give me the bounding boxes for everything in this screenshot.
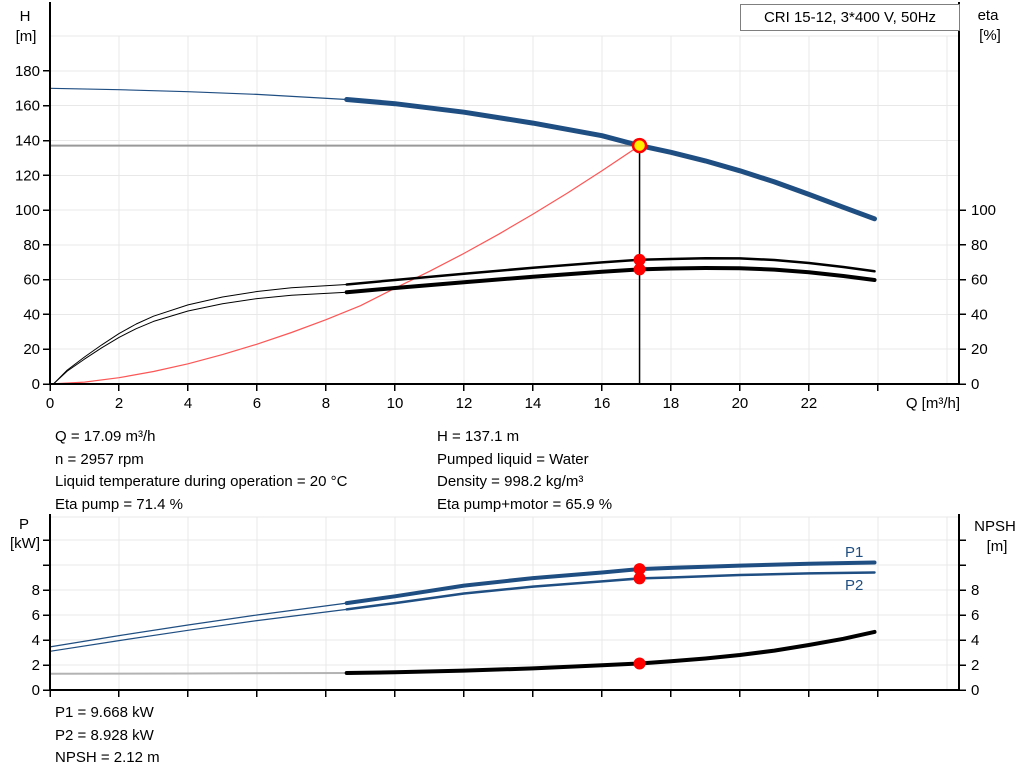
h-axis-title: H [m] [16,8,37,45]
svg-text:0: 0 [32,376,40,393]
svg-text:40: 40 [971,306,988,323]
svg-text:eta: eta [978,7,1000,24]
head-value: H = 137.1 m [437,428,520,445]
svg-text:P: P [19,516,29,533]
q-axis-label: Q [m³/h] [906,395,960,412]
svg-text:60: 60 [23,272,40,289]
p2-curve-thin [49,608,348,652]
svg-text:6: 6 [253,395,261,412]
svg-text:[m]: [m] [16,28,37,45]
npsh-value: NPSH = 2.12 m [55,749,160,766]
eta-pump-point [633,253,646,266]
eta-pump-motor-curve [344,266,877,295]
svg-text:4: 4 [32,632,40,649]
p2-value: P2 = 8.928 kW [55,726,154,744]
operating-point [631,137,648,154]
svg-text:[m]: [m] [987,538,1008,555]
svg-text:H: H [20,8,31,25]
svg-text:4: 4 [184,395,192,412]
svg-text:8: 8 [971,582,979,599]
svg-text:10: 10 [387,395,404,412]
svg-text:80: 80 [971,237,988,254]
svg-text:[kW]: [kW] [10,535,40,552]
svg-text:100: 100 [971,202,996,219]
npsh-point [633,657,646,670]
tick-marks [43,70,966,391]
svg-text:80: 80 [23,237,40,254]
svg-text:14: 14 [525,395,542,412]
pump-model-title: CRI 15-12, 3*400 V, 50Hz [740,4,960,31]
gridlines [50,516,959,690]
p1-value: P1 = 9.668 kW [55,704,154,721]
svg-text:[%]: [%] [979,27,1001,44]
flow-value: Q = 17.09 m³/h [55,428,156,445]
speed-value: n = 2957 rpm [55,450,144,468]
eta-pump-curve [345,257,876,286]
p1-curve-label: P1 [845,544,863,561]
power-npsh-chart: 0 2 4 6 8 0 2 4 6 8 P [kW] NPSH [m] P1 P2 [10,514,1016,699]
operating-data-right-column: H = 137.1 m Pumped liquid = Water Densit… [437,426,612,516]
svg-text:4: 4 [971,632,979,649]
npsh-curve [344,629,877,675]
svg-text:6: 6 [971,607,979,624]
svg-text:20: 20 [971,341,988,358]
svg-text:100: 100 [15,202,40,219]
svg-text:16: 16 [594,395,611,412]
axes [49,2,960,385]
svg-text:6: 6 [32,607,40,624]
svg-text:180: 180 [15,63,40,80]
svg-text:8: 8 [322,395,330,412]
svg-text:120: 120 [15,167,40,184]
svg-text:0: 0 [32,682,40,699]
svg-text:0: 0 [46,395,54,412]
svg-text:NPSH: NPSH [974,518,1016,535]
system-curve [49,145,641,385]
eta-pump-motor-point [633,263,646,276]
svg-text:60: 60 [971,272,988,289]
p2-point [633,572,646,585]
svg-text:8: 8 [32,582,40,599]
density-value: Density = 998.2 kg/m³ [437,473,584,490]
svg-text:2: 2 [115,395,123,412]
tick-labels: 0 20 40 60 80 100 120 140 160 180 0 20 40 60 80 100 0 2 4 6… [15,63,996,412]
eta-pump-motor-value: Eta pump+motor = 65.9 % [437,495,613,513]
p1-curve-thin [49,602,348,648]
npsh-axis-title: NPSH [m] [974,518,1016,555]
svg-text:22: 22 [801,395,818,412]
eta-pump-curve-thin [52,284,348,385]
eta-pump-motor-curve-thin [52,291,348,385]
tick-marks [43,539,966,697]
h-curve [344,97,877,222]
gridlines [50,35,959,384]
hq-eta-chart: 0 20 40 60 80 100 120 140 160 180 0 20 40 60 80 100 0 2 4 6… [15,2,1001,412]
svg-text:140: 140 [15,133,40,150]
svg-text:12: 12 [456,395,473,412]
svg-text:40: 40 [23,306,40,323]
eta-pump-value: Eta pump = 71.4 % [55,495,183,513]
eta-axis-title: eta [%] [978,7,1001,44]
tick-labels: 0 2 4 6 8 0 2 4 6 8 [32,582,980,699]
p1-curve [344,560,877,606]
svg-text:160: 160 [15,98,40,115]
svg-text:0: 0 [971,376,979,393]
p2-curve-label: P2 [845,577,863,594]
operating-data-left-column: Q = 17.09 m³/h n = 2957 rpm Liquid tempe… [55,426,347,516]
svg-text:18: 18 [663,395,680,412]
power-npsh-values-block: P1 = 9.668 kW P2 = 8.928 kW NPSH = 2.12 … [55,702,160,770]
p-axis-title: P [kW] [10,516,40,552]
svg-text:20: 20 [23,341,40,358]
svg-text:2: 2 [971,657,979,674]
liquid-temperature-value: Liquid temperature during operation = 20… [55,473,348,490]
p2-curve [345,571,876,611]
axes [49,514,960,691]
svg-text:2: 2 [32,657,40,674]
pumped-liquid-value: Pumped liquid = Water [437,450,589,468]
npsh-curve-thin [49,672,348,675]
svg-text:20: 20 [732,395,749,412]
h-curve-thin [49,87,348,101]
svg-text:0: 0 [971,682,979,699]
p1-point [633,563,646,576]
